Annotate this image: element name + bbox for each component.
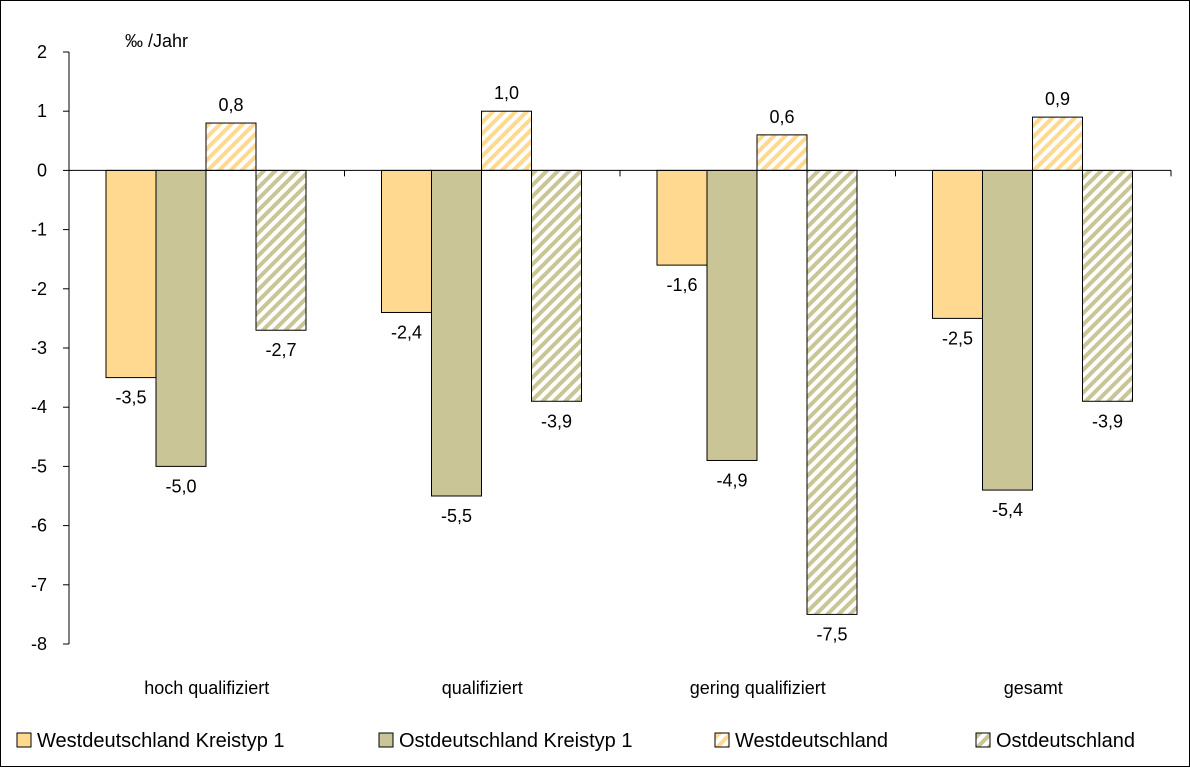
legend-swatch-westdeutschland-kreistyp-1 (16, 732, 32, 748)
data-label-ostdeutschland-gering-qualifiziert: -7,5 (816, 624, 847, 644)
y-tick-label: -5 (31, 456, 47, 476)
y-tick-label: -1 (31, 220, 47, 240)
data-label-ostdeutschland-gesamt: -3,9 (1092, 411, 1123, 431)
y-tick-label: -2 (31, 279, 47, 299)
category-label-gering-qualifiziert: gering qualifiziert (690, 678, 826, 698)
data-label-westdeutschland-gering-qualifiziert: 0,6 (769, 107, 794, 127)
data-label-ostdeutschland-kreistyp-1-hoch-qualifiziert: -5,0 (165, 476, 196, 496)
data-label-westdeutschland-gesamt: 0,9 (1045, 89, 1070, 109)
bars-layer (105, 110, 1133, 615)
data-label-westdeutschland-kreistyp-1-qualifiziert: -2,4 (391, 322, 422, 342)
legend-label-westdeutschland-kreistyp-1: Westdeutschland Kreistyp 1 (37, 730, 285, 752)
data-label-westdeutschland-kreistyp-1-gesamt: -2,5 (942, 328, 973, 348)
legend-swatch-westdeutschland (714, 732, 730, 748)
data-label-westdeutschland-kreistyp-1-gering-qualifiziert: -1,6 (666, 275, 697, 295)
data-label-ostdeutschland-kreistyp-1-gering-qualifiziert: -4,9 (716, 470, 747, 490)
bar-westdeutschland-gering-qualifiziert (756, 134, 808, 171)
bar-ostdeutschland-gering-qualifiziert (806, 169, 858, 615)
bar-ostdeutschland-kreistyp-1-gering-qualifiziert (706, 169, 758, 461)
bar-westdeutschland-kreistyp-1-gering-qualifiziert (656, 169, 708, 266)
data-label-ostdeutschland-hoch-qualifiziert: -2,7 (265, 340, 296, 360)
legend: Westdeutschland Kreistyp 1 Ostdeutschland… (16, 730, 1135, 752)
category-label-qualifiziert: qualifiziert (442, 678, 523, 698)
bar-ostdeutschland-kreistyp-1-hoch-qualifiziert (155, 169, 207, 467)
data-labels-layer: -3,5 -5,0 0,8 -2,7 -2,4 -5,5 1,0 -3,9 -1,6 -4,9 0,… (115, 83, 1123, 644)
y-tick-label: -8 (31, 634, 47, 654)
legend-label-westdeutschland: Westdeutschland (735, 730, 888, 752)
category-label-gesamt: gesamt (1004, 678, 1063, 698)
y-tick-label: -3 (31, 338, 47, 358)
bar-westdeutschland-kreistyp-1-qualifiziert (381, 169, 432, 313)
data-label-westdeutschland-qualifiziert: 1,0 (494, 83, 519, 103)
bar-westdeutschland-kreistyp-1-gesamt (932, 169, 983, 319)
bar-ostdeutschland-gesamt (1082, 169, 1133, 402)
legend-swatch-ostdeutschland-kreistyp-1 (378, 732, 394, 748)
bar-westdeutschland-gesamt (1032, 116, 1083, 171)
bar-ostdeutschland-hoch-qualifiziert (255, 169, 307, 331)
y-tick-label: -7 (31, 575, 47, 595)
bar-westdeutschland-qualifiziert (481, 110, 532, 171)
bar-ostdeutschland-kreistyp-1-qualifiziert (431, 169, 482, 497)
y-tick-label: 2 (37, 42, 47, 62)
axis-layer: 2 1 0 -1 -2 -3 -4 -5 -6 -7 -8 hoch qualifiziert qual… (31, 42, 1172, 698)
y-tick-label: 1 (37, 101, 47, 121)
y-tick-label: -6 (31, 516, 47, 536)
bar-westdeutschland-kreistyp-1-hoch-qualifiziert (105, 169, 157, 379)
bar-westdeutschland-hoch-qualifiziert (205, 122, 257, 171)
y-tick-label: 0 (37, 160, 47, 180)
unit-label: ‰ /Jahr (125, 31, 188, 51)
category-label-hoch-qualifiziert: hoch qualifiziert (144, 678, 269, 698)
bar-ostdeutschland-qualifiziert (531, 169, 582, 402)
data-label-ostdeutschland-qualifiziert: -3,9 (541, 411, 572, 431)
bar-ostdeutschland-kreistyp-1-gesamt (982, 169, 1033, 491)
legend-label-ostdeutschland: Ostdeutschland (996, 730, 1135, 752)
legend-swatch-ostdeutschland (975, 732, 991, 748)
y-tick-label: -4 (31, 397, 47, 417)
data-label-westdeutschland-kreistyp-1-hoch-qualifiziert: -3,5 (115, 388, 146, 408)
data-label-westdeutschland-hoch-qualifiziert: 0,8 (218, 95, 243, 115)
data-label-ostdeutschland-kreistyp-1-gesamt: -5,4 (992, 500, 1023, 520)
data-label-ostdeutschland-kreistyp-1-qualifiziert: -5,5 (441, 506, 472, 526)
legend-label-ostdeutschland-kreistyp-1: Ostdeutschland Kreistyp 1 (399, 730, 632, 752)
